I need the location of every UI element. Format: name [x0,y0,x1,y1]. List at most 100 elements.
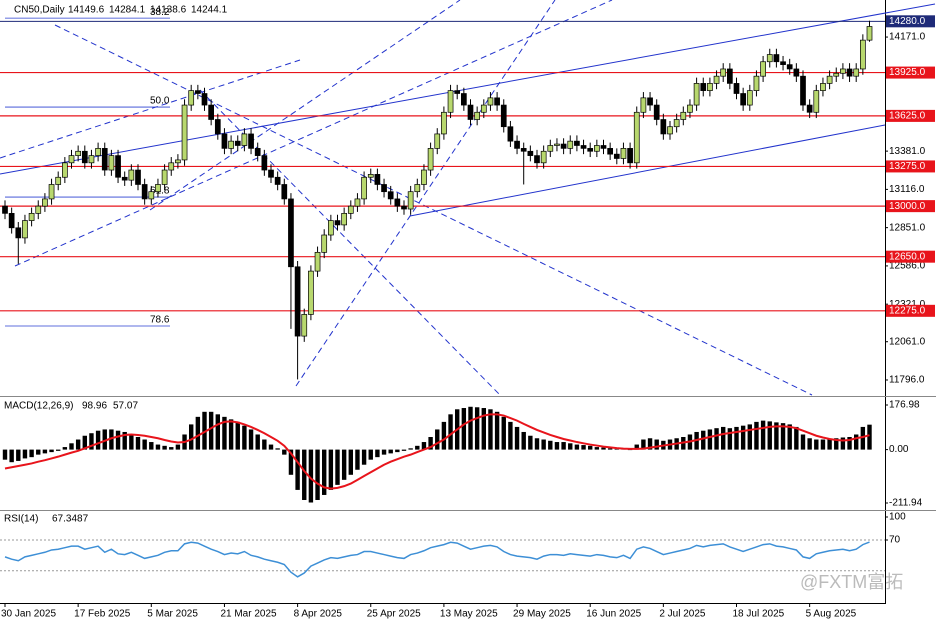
candle-body [55,176,62,185]
candle-body [341,213,347,226]
candle-body [514,140,520,149]
candle-body [580,145,587,149]
x-tick-label: 5 Mar 2025 [147,609,198,620]
macd-bar [641,439,646,450]
candle-body [354,198,361,207]
macd-bar [335,449,340,485]
candle-body [334,220,341,226]
candle-body [401,205,407,210]
macd-bar [282,449,287,455]
macd-bar [601,447,606,450]
macd-bar [142,439,147,450]
macd-bar [2,449,8,460]
indicator-value: 98.96 [82,401,107,412]
trend-line [0,59,301,159]
candle-body [254,148,261,156]
candle-body [780,61,786,65]
indicator-title: RSI(14) [4,514,38,525]
macd-bar [208,411,214,450]
macd-bar [588,445,593,450]
candle-body [667,126,673,135]
macd-bar [228,419,234,450]
candle-body [760,61,766,77]
level-box [886,160,935,173]
candle-body [833,72,840,77]
candle-body [733,83,740,94]
macd-bar [315,449,320,500]
candle-body [88,155,95,164]
candle-body [274,176,281,185]
trend-line [54,24,813,396]
candle-body [647,97,653,106]
macd-bar [9,449,14,463]
macd-bar [29,449,34,458]
candle-body [793,68,800,77]
candle-body [527,150,534,156]
macd-bar [794,426,799,450]
candle-body [840,68,846,74]
macd-bar [707,429,713,450]
candle-body [195,90,201,94]
candle-body [720,68,727,77]
candle-body [494,97,500,106]
candle-body [42,198,48,207]
signal-line [4,413,870,490]
candle-body [746,90,753,106]
macd-bar [135,437,141,450]
candle-body [361,176,367,200]
macd-bar [242,425,247,450]
macd-bar [701,430,706,450]
candle-body [653,104,660,120]
macd-bar [408,448,413,450]
candle-body [135,169,141,185]
macd-bar [169,447,174,450]
candle-body [740,93,747,106]
macd-bar [215,414,220,450]
fib-label: 50.0 [150,96,170,107]
candle-body [261,155,268,171]
candle-body [281,184,288,200]
candle-body [687,104,693,113]
candle-body [301,314,308,337]
macd-bar [149,442,154,450]
y-tick-label: -211.94 [889,498,923,509]
candle-body [141,184,148,200]
macd-bar [807,438,812,450]
candle-body [8,213,15,229]
candle-body [61,162,68,178]
candle-body [288,198,294,268]
candle-body [627,148,633,164]
candle-body [221,133,228,149]
macd-bar [727,428,733,450]
macd-bar [854,434,859,450]
macd-bar [202,411,207,450]
candle-body [467,104,474,120]
candle-body [520,148,527,152]
candle-body [820,83,826,91]
candle-body [421,169,427,185]
candle-body [101,148,108,171]
macd-bar [568,443,573,450]
x-tick-label: 17 Feb 2025 [74,609,131,620]
candle-body [866,26,873,41]
candle-body [441,111,447,135]
macd-bar [501,416,506,450]
candle-body [68,155,75,164]
macd-bar [155,444,161,450]
candle-body [228,140,234,149]
trend-line [14,0,613,267]
y-tick-label: 70 [889,535,901,546]
macd-bar [481,408,486,450]
candle-body [328,220,334,236]
level-label: 12650.0 [889,251,926,262]
macd-bar [348,449,353,475]
candle-body [22,220,28,239]
candle-body [121,176,128,181]
macd-bar [607,448,613,450]
macd-bar [395,449,400,453]
candle-body [434,133,441,149]
y-tick-label: 11796.0 [889,375,925,386]
candle-body [15,227,22,239]
macd-bar [581,445,586,450]
